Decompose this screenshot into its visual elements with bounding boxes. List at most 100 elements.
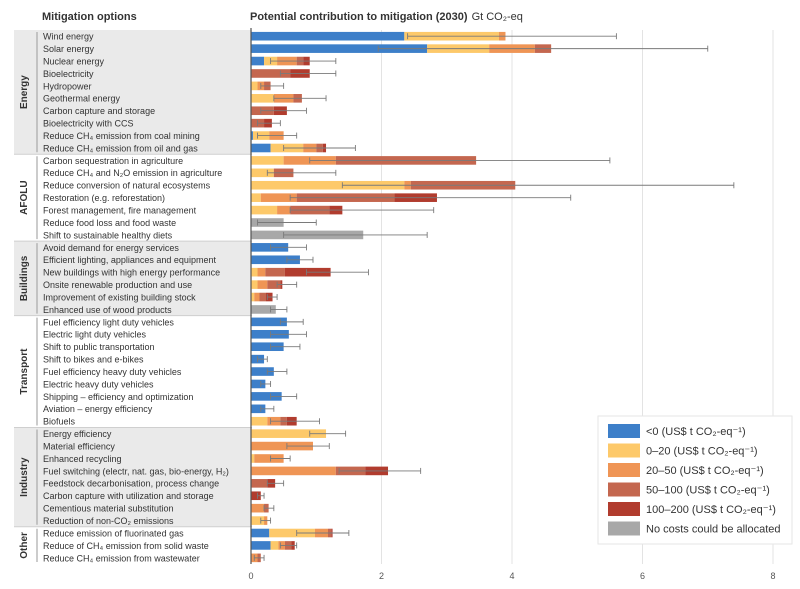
option-label: Carbon capture and storage <box>43 106 155 116</box>
bar-segment-c0_20 <box>251 156 284 165</box>
option-row: Aviation – energy efficiency <box>43 404 275 414</box>
option-label: Shift to sustainable healthy diets <box>43 230 173 240</box>
x-tick-label: 4 <box>509 571 514 581</box>
option-label: Fuel efficiency heavy duty vehicles <box>43 367 182 377</box>
bar-segment-neg <box>251 317 287 327</box>
sector-label: Industry <box>19 457 30 497</box>
bar-segment-c0_20 <box>251 454 255 463</box>
option-row: Bioelectricity <box>43 69 337 79</box>
option-label: Electric light duty vehicles <box>43 330 147 340</box>
sector-band <box>14 427 252 527</box>
option-label: Forest management, fire management <box>43 205 197 215</box>
legend-item-nocost: No costs could be allocated <box>608 521 781 536</box>
x-tick-label: 0 <box>248 571 253 581</box>
option-row: Reduce food loss and food waste <box>43 218 317 228</box>
legend-label: 20–50 (US$ t CO₂-eq⁻¹) <box>646 465 764 477</box>
option-label: Fuel switching (electr, nat. gas, bio-en… <box>43 466 229 476</box>
legend-label: <0 (US$ t CO₂-eq⁻¹) <box>646 426 746 438</box>
bar-segment-c20_50 <box>251 503 265 513</box>
bar-segment-c20_50 <box>254 454 284 463</box>
sector-label: Energy <box>19 75 30 109</box>
option-label: Enhanced recycling <box>43 454 122 464</box>
option-label: Energy efficiency <box>43 429 112 439</box>
bar-segment-c0_20 <box>251 280 258 289</box>
option-label: Bioelectricity with CCS <box>43 119 134 129</box>
legend-label: No costs could be allocated <box>646 524 781 536</box>
option-row: Carbon capture and storage <box>43 106 307 116</box>
sector-label: Transport <box>19 348 30 395</box>
legend-item-c0_20: 0–20 (US$ t CO₂-eq⁻¹) <box>608 443 758 458</box>
sector-band <box>14 30 252 155</box>
option-row: Energy efficiency <box>43 429 347 439</box>
option-row: Restoration (e.g. reforestation) <box>43 193 572 203</box>
bar-segment-neg <box>251 143 271 153</box>
bar-segment-c20_50 <box>251 441 313 451</box>
option-row: Enhanced recycling <box>43 454 291 464</box>
option-label: Hydropower <box>43 81 92 91</box>
option-label: Reduce emission of fluorinated gas <box>43 528 184 538</box>
option-row: Improvement of existing building stock <box>43 292 278 302</box>
option-label: Shift to bikes and e-bikes <box>43 355 144 365</box>
option-row: Nuclear energy <box>43 56 337 66</box>
legend-item-c20_50: 20–50 (US$ t CO₂-eq⁻¹) <box>608 463 764 477</box>
option-label: Electric heavy duty vehicles <box>43 379 154 389</box>
option-row: Material efficiency <box>43 441 330 451</box>
option-label: Material efficiency <box>43 441 115 451</box>
option-label: Shift to public transportation <box>43 342 155 352</box>
bar-segment-c0_20 <box>251 180 405 190</box>
option-row: Wind energy <box>43 31 617 42</box>
option-row: New buildings with high energy performan… <box>43 267 369 278</box>
option-label: Solar energy <box>43 44 95 54</box>
legend-swatch <box>608 424 640 438</box>
option-row: Shift to sustainable healthy diets <box>43 230 428 240</box>
option-row: Biofuels <box>43 417 320 427</box>
option-row: Enhanced use of wood products <box>43 305 288 315</box>
option-label: Reduce of CH₄ emission from solid waste <box>43 541 209 551</box>
bar-segment-c50_100 <box>251 69 291 78</box>
option-label: Reduce conversion of natural ecosystems <box>43 181 211 191</box>
bar-segment-c20_50 <box>251 466 336 476</box>
option-label: Reduction of non-CO₂ emissions <box>43 516 174 526</box>
bar-segment-c0_20 <box>251 416 268 426</box>
option-label: Fuel efficiency light duty vehicles <box>43 317 174 327</box>
option-row: Forest management, fire management <box>43 205 435 215</box>
legend-label: 0–20 (US$ t CO₂-eq⁻¹) <box>646 446 758 458</box>
bar-segment-neg <box>251 31 405 41</box>
option-row: Avoid demand for energy services <box>43 243 307 253</box>
option-row: Reduce CH₄ emission from coal mining <box>43 131 298 141</box>
option-row: Geothermal energy <box>43 94 327 104</box>
option-label: Reduce CH₄ emission from oil and gas <box>43 143 198 153</box>
option-row: Bioelectricity with CCS <box>43 119 281 129</box>
legend-item-c50_100: 50–100 (US$ t CO₂-eq⁻¹) <box>608 482 770 497</box>
bar-segment-c20_50 <box>277 205 291 215</box>
bar-segment-c0_20 <box>251 193 261 202</box>
option-row: Shift to bikes and e-bikes <box>43 355 268 365</box>
bar-segment-neg <box>251 541 271 550</box>
option-label: Efficient lighting, appliances and equip… <box>43 255 216 265</box>
sector-band <box>14 241 252 316</box>
option-row: Reduce CH₄ emission from wastewater <box>43 553 265 563</box>
bar-segment-c0_20 <box>251 267 258 277</box>
option-row: Onsite renewable production and use <box>43 280 298 290</box>
bar-segment-c0_20 <box>269 528 315 538</box>
option-label: Reduce CH₄ emission from wastewater <box>43 553 200 563</box>
legend-label: 100–200 (US$ t CO₂-eq⁻¹) <box>646 504 776 516</box>
option-row: Reduce CH₄ emission from oil and gas <box>43 143 356 153</box>
legend-swatch <box>608 443 640 458</box>
bar-segment-nocost <box>251 305 276 314</box>
option-label: Restoration (e.g. reforestation) <box>43 193 165 203</box>
bar-segment-neg <box>251 44 428 53</box>
bar-segment-c50_100 <box>265 267 285 277</box>
sector-label: Other <box>19 532 30 559</box>
option-row: Reduce CH₄ and N₂O emission in agricultu… <box>43 168 337 178</box>
option-row: Carbon capture with utilization and stor… <box>43 491 265 501</box>
option-label: Onsite renewable production and use <box>43 280 192 290</box>
legend-item-c100_200: 100–200 (US$ t CO₂-eq⁻¹) <box>608 502 776 516</box>
bar-segment-c0_20 <box>251 516 265 525</box>
option-label: Wind energy <box>43 32 94 42</box>
legend-swatch <box>608 502 640 516</box>
bar-segment-neg <box>251 255 300 265</box>
x-tick-label: 8 <box>770 571 775 581</box>
option-label: Nuclear energy <box>43 56 105 66</box>
